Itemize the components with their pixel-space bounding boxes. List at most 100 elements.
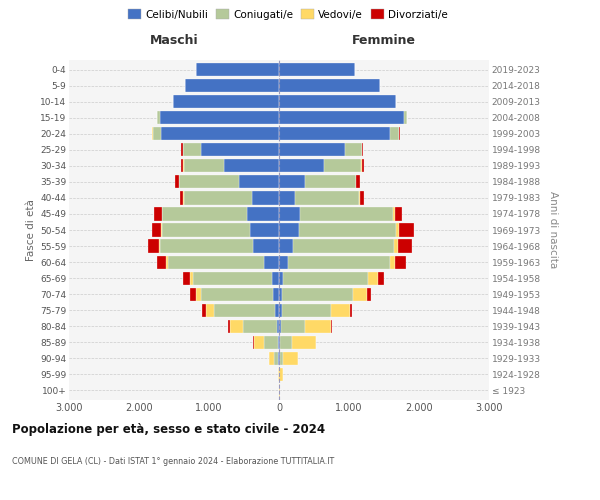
- Bar: [168, 256, 264, 268]
- Bar: [396, 224, 399, 236]
- Bar: [356, 176, 360, 188]
- Bar: [279, 79, 380, 92]
- Bar: [279, 256, 288, 268]
- Bar: [283, 352, 298, 365]
- Bar: [292, 336, 316, 349]
- Bar: [359, 192, 360, 204]
- Bar: [279, 272, 283, 284]
- Bar: [250, 224, 279, 236]
- Bar: [279, 336, 280, 349]
- Bar: [279, 111, 404, 124]
- Bar: [278, 352, 279, 365]
- Bar: [228, 320, 230, 333]
- Y-axis label: Fasce di età: Fasce di età: [26, 199, 36, 261]
- Bar: [275, 304, 279, 317]
- Bar: [395, 208, 402, 220]
- Bar: [181, 143, 183, 156]
- Bar: [202, 304, 206, 317]
- Text: Popolazione per età, sesso e stato civile - 2024: Popolazione per età, sesso e stato civil…: [12, 422, 325, 436]
- Bar: [244, 320, 277, 333]
- Text: COMUNE DI GELA (CL) - Dati ISTAT 1° gennaio 2024 - Elaborazione TUTTITALIA.IT: COMUNE DI GELA (CL) - Dati ISTAT 1° genn…: [12, 458, 334, 466]
- Bar: [368, 272, 378, 284]
- Bar: [305, 176, 356, 188]
- Bar: [230, 320, 244, 333]
- Bar: [404, 111, 407, 124]
- Bar: [395, 256, 406, 268]
- Bar: [274, 288, 279, 300]
- Bar: [279, 160, 324, 172]
- Bar: [157, 111, 160, 124]
- Bar: [190, 272, 193, 284]
- Bar: [280, 368, 283, 381]
- Bar: [239, 176, 279, 188]
- Bar: [279, 143, 345, 156]
- Bar: [360, 192, 364, 204]
- Bar: [154, 208, 162, 220]
- Bar: [293, 240, 394, 252]
- Bar: [288, 256, 389, 268]
- Bar: [173, 95, 279, 108]
- Bar: [280, 352, 283, 365]
- Bar: [157, 256, 166, 268]
- Bar: [350, 304, 352, 317]
- Bar: [367, 288, 371, 300]
- Bar: [399, 224, 413, 236]
- Bar: [280, 336, 292, 349]
- Bar: [152, 127, 153, 140]
- Bar: [301, 208, 393, 220]
- Bar: [279, 192, 295, 204]
- Legend: Celibi/Nubili, Coniugati/e, Vedovi/e, Divorziati/e: Celibi/Nubili, Coniugati/e, Vedovi/e, Di…: [124, 5, 452, 24]
- Bar: [184, 160, 224, 172]
- Bar: [181, 160, 184, 172]
- Bar: [279, 352, 280, 365]
- Bar: [362, 143, 363, 156]
- Bar: [253, 240, 279, 252]
- Bar: [179, 176, 239, 188]
- Bar: [345, 143, 362, 156]
- Bar: [148, 240, 158, 252]
- Bar: [264, 256, 279, 268]
- Bar: [160, 111, 279, 124]
- Bar: [184, 192, 252, 204]
- Bar: [183, 272, 190, 284]
- Bar: [295, 192, 359, 204]
- Bar: [265, 336, 278, 349]
- Bar: [279, 320, 281, 333]
- Bar: [180, 192, 184, 204]
- Bar: [279, 288, 282, 300]
- Bar: [153, 127, 161, 140]
- Bar: [299, 224, 396, 236]
- Bar: [269, 352, 274, 365]
- Bar: [196, 288, 202, 300]
- Bar: [279, 127, 389, 140]
- Bar: [282, 288, 353, 300]
- Bar: [279, 224, 299, 236]
- Bar: [279, 176, 305, 188]
- Text: Maschi: Maschi: [149, 34, 199, 48]
- Bar: [279, 304, 282, 317]
- Bar: [247, 208, 279, 220]
- Bar: [394, 240, 398, 252]
- Bar: [193, 272, 272, 284]
- Bar: [152, 224, 161, 236]
- Bar: [283, 272, 368, 284]
- Bar: [196, 63, 279, 76]
- Bar: [331, 304, 350, 317]
- Bar: [274, 352, 278, 365]
- Bar: [183, 143, 200, 156]
- Bar: [163, 208, 247, 220]
- Bar: [206, 304, 214, 317]
- Y-axis label: Anni di nascita: Anni di nascita: [548, 192, 557, 268]
- Bar: [202, 288, 274, 300]
- Text: Femmine: Femmine: [352, 34, 416, 48]
- Bar: [279, 95, 396, 108]
- Bar: [162, 224, 250, 236]
- Bar: [161, 224, 162, 236]
- Bar: [158, 240, 160, 252]
- Bar: [166, 256, 168, 268]
- Bar: [190, 288, 196, 300]
- Bar: [389, 256, 395, 268]
- Bar: [279, 208, 301, 220]
- Bar: [175, 176, 179, 188]
- Bar: [252, 192, 279, 204]
